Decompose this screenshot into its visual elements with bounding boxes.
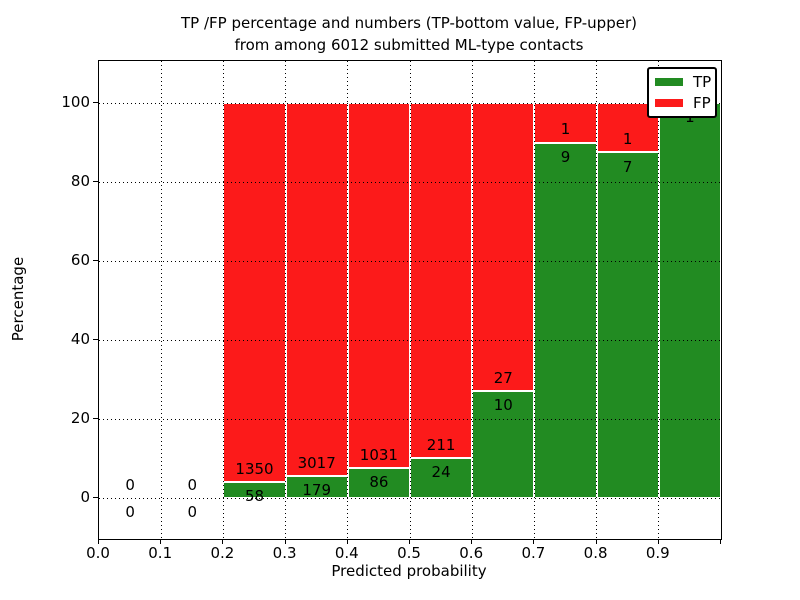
x-tick-label: 0.3 (272, 544, 297, 562)
gridline-vertical (533, 61, 535, 539)
x-tick-label: 0.5 (397, 544, 421, 562)
gridline-vertical (160, 61, 162, 539)
gridline-vertical (409, 61, 411, 539)
chart-title: TP /FP percentage and numbers (TP-bottom… (98, 12, 720, 56)
bar-segment-fp (410, 103, 473, 458)
legend: TP FP (647, 67, 718, 118)
plot-area: TP FP 0 0 0 0 1350 58 3017 179 1031 86 211 24 27 10 1 9… (98, 60, 722, 540)
x-tick (471, 539, 473, 544)
bar-label-tp: 9 (560, 147, 571, 166)
y-tick-label: 0 (80, 488, 90, 506)
y-tick (93, 102, 98, 103)
y-tick-label: 100 (61, 93, 90, 111)
x-tick-label: 0.0 (86, 544, 110, 562)
gridline-vertical (222, 61, 224, 539)
bar-label-fp: 211 (426, 435, 456, 454)
legend-label-tp: TP (693, 73, 712, 91)
bar-segment-fp (534, 103, 597, 143)
bar-segment-fp (223, 103, 286, 482)
bar-label-tp: 179 (302, 481, 332, 500)
y-tick (93, 497, 98, 498)
x-tick-label: 0.6 (459, 544, 484, 562)
x-tick-label: 0.9 (645, 544, 670, 562)
x-tick (657, 539, 659, 544)
chart-title-line1: TP /FP percentage and numbers (TP-bottom… (181, 14, 637, 32)
bar-label-fp: 1350 (235, 459, 274, 478)
y-tick (93, 339, 98, 340)
x-tick (720, 539, 721, 544)
y-tick (93, 181, 98, 182)
y-tick-label: 20 (70, 409, 90, 427)
gridline-vertical (471, 61, 473, 539)
bar-label-tp: 86 (369, 472, 389, 491)
x-tick-label: 0.8 (583, 544, 608, 562)
x-tick (595, 539, 597, 544)
gridline-vertical (285, 61, 287, 539)
gridline-vertical (347, 61, 349, 539)
bar-label-tp: 0 (187, 503, 198, 522)
bar-label-fp: 3017 (297, 453, 336, 472)
gridline-vertical (596, 61, 598, 539)
bar-label-fp: 1 (622, 130, 633, 149)
bar-segment-tp (410, 457, 473, 498)
bar-label-tp: 24 (431, 462, 451, 481)
x-tick (98, 539, 99, 544)
x-tick (284, 539, 286, 544)
x-tick (346, 539, 348, 544)
legend-swatch-tp-icon (655, 78, 683, 86)
legend-item-tp: TP (655, 73, 711, 91)
bar-label-tp: 7 (622, 157, 633, 176)
bar-label-fp: 1 (560, 120, 571, 139)
x-tick (533, 539, 535, 544)
bar-segment-tp (223, 481, 286, 498)
y-tick-label: 80 (70, 172, 90, 190)
y-tick-label: 40 (70, 330, 90, 348)
x-tick-label: 0.2 (210, 544, 235, 562)
bar-label-tp: 10 (493, 396, 513, 415)
bar-label-fp: 0 (187, 475, 198, 494)
legend-swatch-fp-icon (655, 99, 683, 107)
bar-label-tp: 58 (244, 486, 265, 505)
x-tick-label: 0.4 (334, 544, 359, 562)
bar-segment-fp (472, 103, 535, 392)
bar-segment-tp (534, 142, 597, 498)
x-tick (160, 539, 162, 544)
legend-item-fp: FP (655, 94, 711, 112)
bar-segment-tp (285, 475, 348, 498)
legend-label-fp: FP (693, 94, 711, 112)
x-tick (409, 539, 410, 544)
bar-label-tp: 0 (125, 503, 135, 522)
x-tick (222, 539, 224, 544)
x-tick-label: 0.1 (148, 544, 173, 562)
bar-segment-tp (596, 152, 659, 498)
bar-segment-fp (347, 103, 410, 468)
x-tick-label: 0.7 (521, 544, 546, 562)
bar-label-fp: 1031 (359, 445, 398, 464)
bar-segment-tp (472, 391, 535, 498)
bar-segment-tp (658, 103, 721, 498)
bar-segment-tp (347, 467, 410, 498)
bar-label-fp: 27 (493, 369, 513, 388)
x-axis-label: Predicted probability (331, 562, 487, 580)
bar-label-fp: 0 (125, 475, 135, 494)
y-tick (93, 260, 98, 261)
gridline-vertical (658, 61, 660, 539)
bar-segment-fp (285, 103, 348, 476)
chart-title-line2: from among 6012 submitted ML-type contac… (234, 36, 584, 54)
y-tick-label: 60 (70, 251, 90, 269)
y-tick (93, 418, 98, 419)
